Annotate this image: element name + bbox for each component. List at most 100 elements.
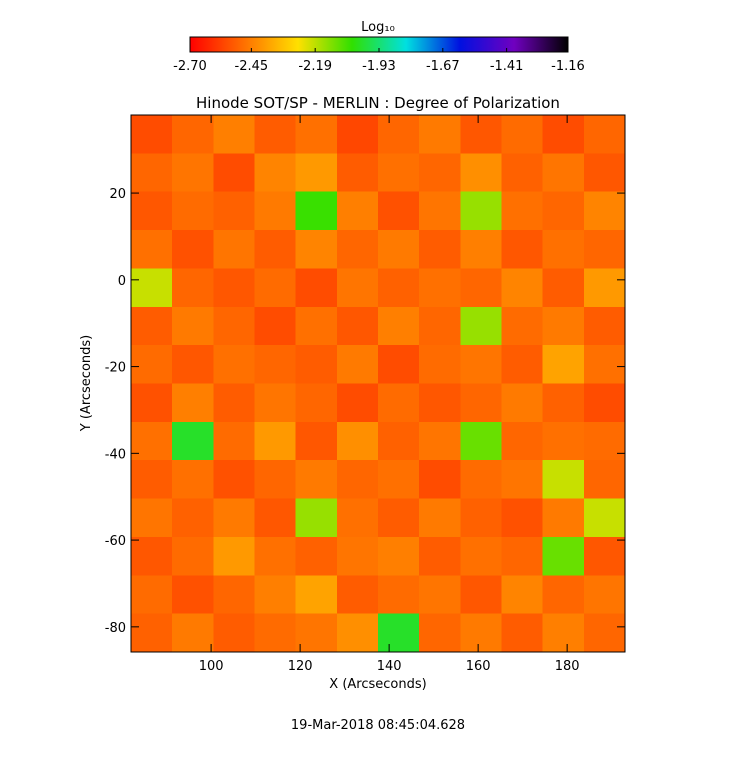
heatmap-cell: [419, 575, 461, 615]
heatmap-cell: [254, 421, 297, 461]
heatmap-cell: [501, 345, 544, 384]
heatmap-cell: [460, 153, 502, 193]
heatmap-cell: [419, 268, 461, 308]
heatmap-cell: [542, 268, 585, 308]
heatmap-cell: [460, 460, 502, 500]
heatmap-cell: [336, 460, 379, 500]
heatmap-cell: [460, 230, 502, 269]
heatmap-cell: [542, 498, 585, 538]
heatmap-cell: [460, 268, 502, 308]
heatmap-cell: [378, 536, 420, 576]
colorbar-label: Log₁₀: [361, 20, 395, 35]
y-tick-label: 0: [118, 274, 126, 289]
heatmap-cell: [213, 536, 255, 576]
heatmap-cell: [254, 153, 297, 193]
footer-timestamp: 19-Mar-2018 08:45:04.628: [291, 718, 465, 733]
heatmap-cell: [172, 575, 214, 615]
heatmap-cell: [131, 421, 173, 461]
heatmap-cell: [213, 498, 255, 538]
heatmap-cell: [336, 191, 379, 231]
heatmap-cell: [419, 460, 461, 500]
heatmap-cell: [583, 421, 626, 461]
heatmap-cell: [501, 421, 544, 461]
y-axis-label: Y (Arcseconds): [79, 335, 94, 432]
heatmap-cell: [542, 383, 585, 423]
heatmap-cell: [131, 536, 173, 576]
heatmap-cell: [131, 268, 173, 308]
heatmap-cell: [172, 345, 214, 384]
heatmap-cell: [583, 153, 626, 193]
heatmap-cell: [378, 268, 420, 308]
heatmap-cell: [419, 421, 461, 461]
heatmap-cell: [583, 230, 626, 269]
heatmap-cell: [213, 306, 255, 346]
heatmap-cell: [419, 383, 461, 423]
heatmap-cell: [378, 306, 420, 346]
heatmap-cell: [254, 613, 297, 653]
heatmap-cell: [419, 345, 461, 384]
heatmap-cell: [172, 383, 214, 423]
heatmap-cell: [131, 115, 173, 154]
heatmap-cell: [419, 115, 461, 154]
y-tick-label: -20: [105, 361, 126, 376]
heatmap-cell: [336, 536, 379, 576]
heatmap-cell: [213, 115, 255, 154]
heatmap-cell: [213, 153, 255, 193]
heatmap-cell: [501, 115, 544, 154]
x-tick-label: 180: [555, 659, 580, 674]
heatmap-cell: [172, 536, 214, 576]
x-tick-label: 160: [466, 659, 491, 674]
heatmap-cell: [419, 498, 461, 538]
heatmap-cell: [131, 153, 173, 193]
heatmap: [131, 115, 626, 653]
heatmap-cell: [131, 345, 173, 384]
heatmap-cell: [295, 345, 338, 384]
heatmap-cell: [542, 575, 585, 615]
heatmap-cell: [336, 306, 379, 346]
heatmap-cell: [295, 191, 338, 231]
heatmap-cell: [295, 383, 338, 423]
heatmap-cell: [213, 383, 255, 423]
heatmap-cell: [295, 306, 338, 346]
heatmap-cell: [172, 613, 214, 653]
colorbar-tick-label: -1.67: [426, 59, 460, 74]
heatmap-cell: [378, 153, 420, 193]
heatmap-cell: [542, 115, 585, 154]
heatmap-cell: [501, 613, 544, 653]
heatmap-cell: [460, 345, 502, 384]
heatmap-cell: [378, 115, 420, 154]
heatmap-cell: [254, 460, 297, 500]
heatmap-cell: [336, 498, 379, 538]
heatmap-cell: [542, 191, 585, 231]
y-tick-label: -80: [105, 621, 126, 636]
heatmap-cell: [501, 460, 544, 500]
heatmap-cell: [254, 345, 297, 384]
heatmap-cell: [336, 575, 379, 615]
heatmap-cell: [336, 268, 379, 308]
heatmap-cell: [460, 575, 502, 615]
heatmap-cell: [172, 421, 214, 461]
heatmap-cell: [336, 153, 379, 193]
heatmap-cell: [254, 383, 297, 423]
heatmap-cell: [583, 575, 626, 615]
heatmap-cell: [460, 498, 502, 538]
heatmap-cell: [501, 536, 544, 576]
heatmap-cell: [460, 306, 502, 346]
heatmap-cell: [295, 421, 338, 461]
heatmap-cell: [378, 191, 420, 231]
heatmap-cell: [131, 460, 173, 500]
x-tick-label: 120: [288, 659, 313, 674]
heatmap-cell: [131, 230, 173, 269]
heatmap-cell: [254, 536, 297, 576]
heatmap-cell: [254, 268, 297, 308]
heatmap-cell: [131, 498, 173, 538]
heatmap-cell: [254, 230, 297, 269]
heatmap-cell: [213, 421, 255, 461]
heatmap-cell: [131, 575, 173, 615]
heatmap-cell: [336, 115, 379, 154]
heatmap-cell: [501, 575, 544, 615]
heatmap-cell: [419, 153, 461, 193]
colorbar-tick-label: -2.70: [173, 59, 207, 74]
heatmap-cell: [583, 498, 626, 538]
heatmap-cell: [583, 613, 626, 653]
